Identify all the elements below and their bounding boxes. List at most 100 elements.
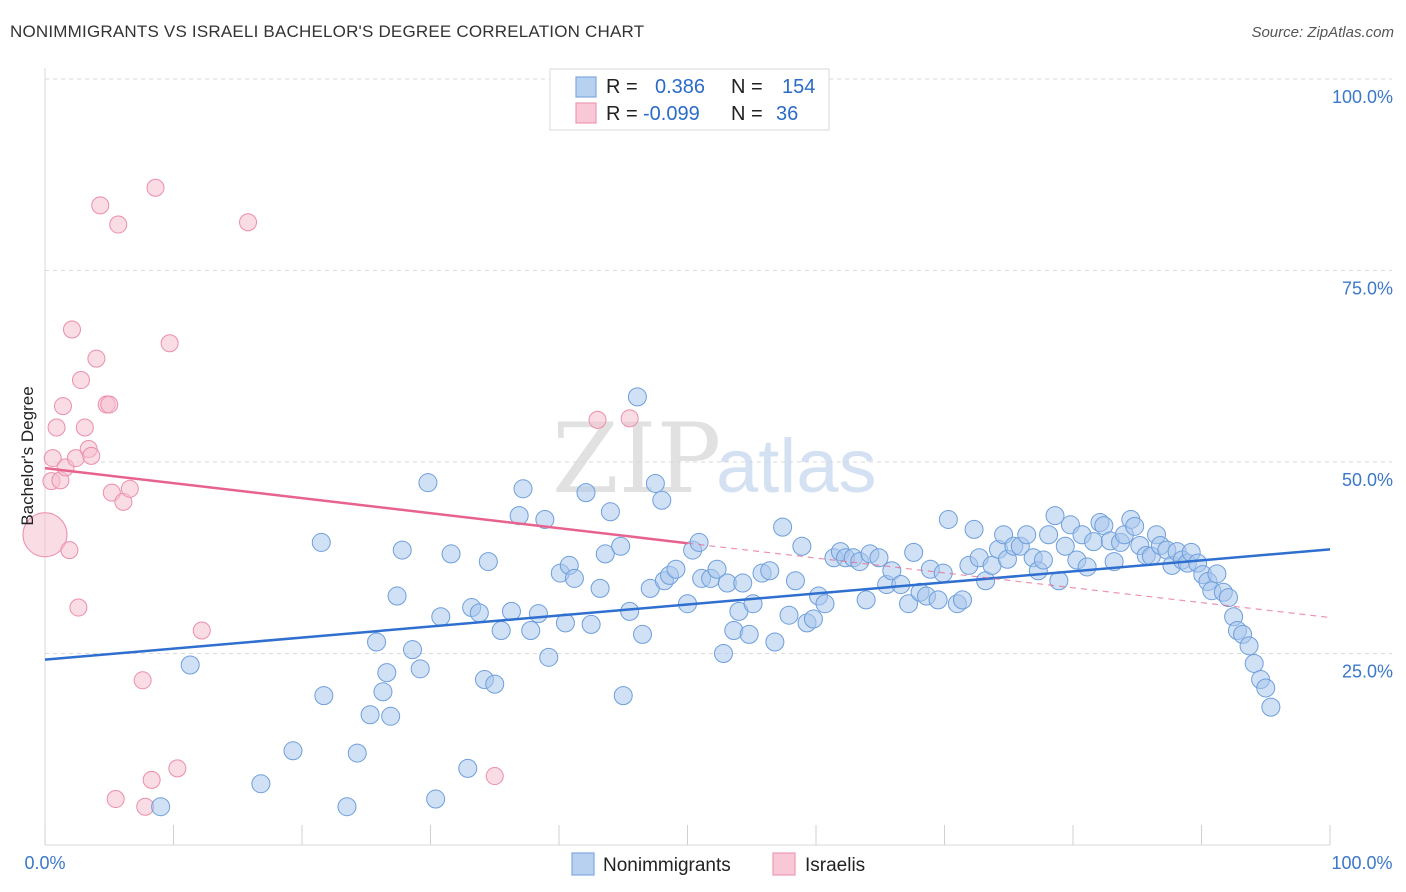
israelis-point (62, 320, 81, 339)
trendlines (44, 466, 1331, 661)
nonimmigrants-point (869, 548, 889, 568)
nonimmigrants-point (1017, 525, 1037, 545)
chart-source: Source: ZipAtlas.com (1251, 24, 1394, 41)
nonimmigrants-point (251, 774, 271, 794)
top-legend: R = 0.386 N = 154 R = -0.099 N = 36 (549, 68, 830, 131)
nonimmigrants-point (733, 573, 753, 593)
nonimmigrants-point (613, 686, 633, 706)
nonimmigrants-point (713, 644, 733, 663)
nonimmigrants-trendline (44, 548, 1331, 661)
y-tick-label: 75.0% (1342, 279, 1393, 299)
nonimmigrants-point (373, 682, 393, 702)
y-axis-label: Bachelor's Degree (18, 386, 37, 525)
nonimmigrants-point (576, 483, 596, 503)
nonimmigrants-point (765, 632, 785, 652)
nonimmigrants-point (952, 590, 972, 610)
legend-r-label-2: R = (606, 103, 638, 125)
nonimmigrants-point (904, 542, 924, 562)
nonimmigrants-point (314, 686, 334, 706)
bottom-legend: Nonimmigrants Israelis (571, 852, 865, 876)
nonimmigrants-point (595, 544, 615, 564)
israelis-points (22, 178, 639, 816)
israelis-point (120, 479, 139, 498)
israelis-point (87, 349, 106, 368)
nonimmigrants-point (311, 532, 331, 552)
nonimmigrants-point (581, 614, 601, 634)
israelis-point (620, 409, 639, 428)
nonimmigrants-point (1077, 557, 1097, 577)
nonimmigrants-point (899, 594, 919, 614)
nonimmigrants-point (283, 741, 303, 761)
bottom-legend-swatch-nonimmigrants (571, 852, 595, 876)
israelis-point (47, 418, 66, 437)
nonimmigrants-point (478, 552, 498, 572)
israelis-point (53, 397, 72, 416)
nonimmigrants-point (739, 624, 759, 644)
nonimmigrants-point (381, 706, 401, 726)
israelis-point (160, 334, 179, 353)
y-tick-labels: 25.0% 50.0% 75.0% 100.0% (1332, 87, 1393, 682)
israelis-point (75, 418, 94, 437)
nonimmigrants-point (1104, 552, 1124, 572)
nonimmigrants-point (1045, 506, 1065, 526)
nonimmigrants-point (964, 519, 984, 539)
nonimmigrants-point (620, 601, 640, 621)
legend-n-value-1: 154 (782, 76, 815, 98)
nonimmigrants-point (1239, 636, 1259, 656)
israelis-point (192, 621, 211, 640)
nonimmigrants-point (1207, 564, 1227, 584)
nonimmigrants-point (367, 632, 387, 652)
nonimmigrants-point (410, 659, 430, 679)
watermark-atlas: atlas (716, 424, 877, 509)
nonimmigrants-point (469, 603, 489, 623)
nonimmigrants-point (431, 607, 451, 627)
nonimmigrants-point (392, 540, 412, 560)
israelis-point (146, 178, 165, 197)
nonimmigrants-point (652, 490, 672, 510)
nonimmigrants-point (600, 502, 620, 522)
nonimmigrants-point (707, 559, 727, 579)
nonimmigrants-point (485, 674, 505, 694)
nonimmigrants-point (760, 561, 780, 581)
nonimmigrants-point (1084, 532, 1104, 552)
israelis-point (133, 671, 152, 690)
x-tick-labels: 0.0% 100.0% (24, 853, 1392, 873)
israelis-point (82, 446, 101, 465)
bottom-legend-label-israelis: Israelis (805, 855, 865, 876)
nonimmigrants-point (645, 473, 665, 493)
nonimmigrants-point (539, 647, 559, 667)
israelis-point (43, 449, 62, 468)
israelis-point (60, 541, 79, 560)
nonimmigrants-point (689, 532, 709, 552)
legend-n-label-2: N = (731, 103, 763, 125)
y-tick-label: 50.0% (1342, 470, 1393, 490)
legend-n-label-1: N = (731, 76, 763, 98)
nonimmigrants-point (1261, 697, 1281, 717)
israelis-point (485, 767, 504, 786)
nonimmigrants-point (779, 605, 799, 625)
israelis-point (109, 215, 128, 234)
israelis-point (91, 196, 110, 215)
nonimmigrants-point (441, 544, 461, 564)
nonimmigrants-point (1125, 516, 1145, 536)
nonimmigrants-point (347, 743, 367, 763)
israelis-point (71, 371, 90, 390)
nonimmigrants-point (1055, 536, 1075, 556)
bottom-legend-label-nonimmigrants: Nonimmigrants (603, 855, 731, 876)
nonimmigrants-point (815, 594, 835, 614)
israelis-point (239, 213, 258, 232)
israelis-point (100, 395, 119, 414)
x-tick-label-max: 100.0% (1331, 853, 1392, 873)
nonimmigrants-point (590, 578, 610, 598)
nonimmigrants-point (458, 758, 478, 778)
legend-swatch-nonimmigrants (575, 76, 597, 98)
israelis-point (588, 410, 607, 429)
legend-r-label-1: R = (606, 76, 638, 98)
legend-r-value-1: 0.386 (655, 76, 705, 98)
nonimmigrants-point (418, 473, 438, 493)
y-tick-label: 100.0% (1332, 87, 1393, 107)
nonimmigrants-point (1218, 588, 1238, 608)
nonimmigrants-point (1244, 653, 1264, 673)
chart-title: NONIMMIGRANTS VS ISRAELI BACHELOR'S DEGR… (10, 22, 645, 41)
